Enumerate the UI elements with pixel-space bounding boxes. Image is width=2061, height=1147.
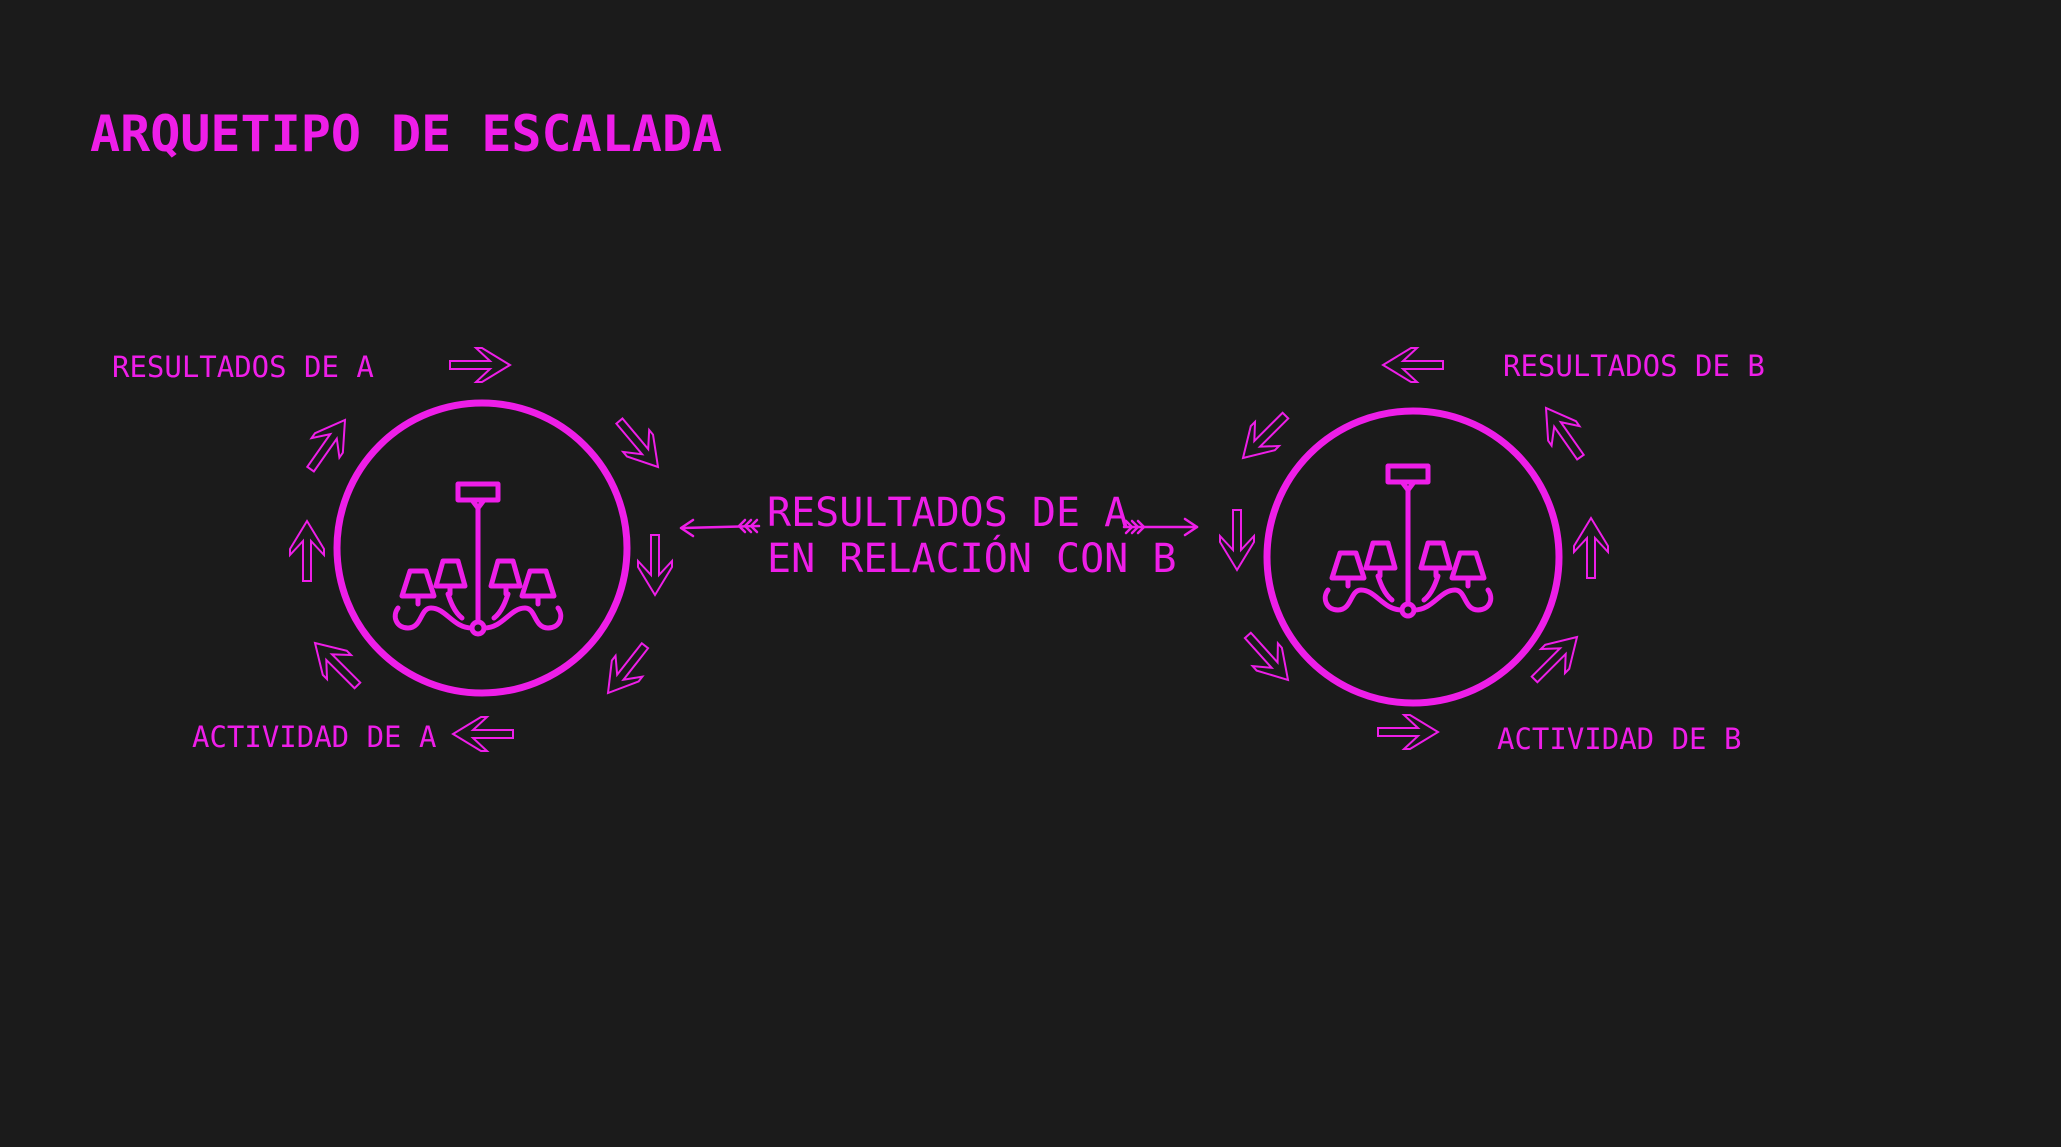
relation-label: RESULTADOS DE A EN RELACIÓN CON B [767,490,1176,582]
arrow-down-left-icon [1229,402,1299,472]
arrow-down-right-icon [605,409,673,479]
arrow-down-icon [1219,509,1255,571]
arrow-up-left-icon [301,629,371,699]
chandelier-icon [1325,466,1491,616]
arrow-left-icon [1382,347,1444,383]
loop-a-circle [333,399,631,697]
relation-arrow-left [679,518,761,538]
arrow-left-icon [452,716,514,752]
relation-label-line-1: RESULTADOS DE A [767,490,1129,536]
chandelier-icon [395,484,561,634]
arrow-up-left-icon [1531,397,1596,468]
arrow-down-left-icon [593,634,660,705]
loop-a [289,347,673,752]
loop-b [1219,347,1609,750]
relation-arrow-right [1122,517,1199,537]
arrow-right-icon [449,347,511,383]
arrow-right-icon [1377,714,1439,750]
arrow-up-icon [1573,517,1609,579]
arrow-up-right-icon [295,409,360,480]
results-b-label: RESULTADOS DE B [1503,349,1765,383]
loop-b-circle [1263,407,1563,707]
slide-title: ARQUETIPO DE ESCALADA [90,105,723,163]
relation-label-line-2: EN RELACIÓN CON B [767,536,1177,582]
activity-b-label: ACTIVIDAD DE B [1497,722,1742,756]
activity-a-label: ACTIVIDAD DE A [192,720,437,754]
results-a-label: RESULTADOS DE A [112,350,374,384]
arrow-up-icon [289,520,325,582]
arrow-down-icon [637,534,673,596]
